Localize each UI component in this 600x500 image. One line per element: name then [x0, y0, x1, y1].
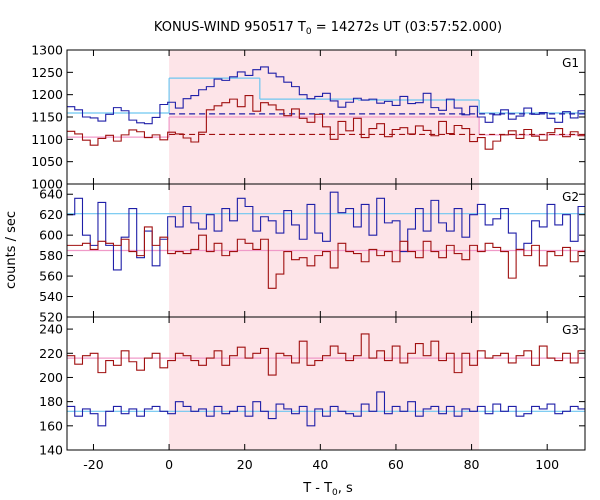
g2-y-tick-label: 620 — [39, 207, 63, 222]
g1-series-red — [67, 95, 585, 150]
g3-y-tick-label: 180 — [39, 394, 63, 409]
g2-y-tick-label: 580 — [39, 248, 63, 263]
g3-label: G3 — [562, 323, 579, 337]
g3-y-tick-label: 240 — [39, 322, 63, 337]
fit-lines-layer — [67, 77, 585, 412]
g1-y-tick-label: 1000 — [31, 177, 63, 192]
g1-y-tick-label: 1200 — [31, 87, 63, 102]
chart-title: KONUS-WIND 950517 T0 = 14272s UT (03:57:… — [154, 20, 502, 37]
x-tick-label: 40 — [312, 457, 328, 472]
g3-series-blue — [67, 391, 585, 427]
g3-series-red — [67, 333, 585, 376]
g2-series-red — [67, 226, 585, 289]
g3-panel-frame — [66, 316, 586, 451]
g1-series-blue — [67, 66, 585, 125]
g1-y-tick-label: 1250 — [31, 65, 63, 80]
x-tick-label: -20 — [83, 457, 103, 472]
x-axis-label: T - T0, s — [302, 481, 353, 498]
text-layer: 1000105011001150120012501300G15205405605… — [31, 43, 579, 473]
x-tick-label: 60 — [388, 457, 404, 472]
g1-y-tick-label: 1100 — [31, 132, 63, 147]
x-tick-label: 100 — [535, 457, 559, 472]
g2-y-tick-label: 600 — [39, 228, 63, 243]
g3-y-tick-label: 140 — [39, 443, 63, 458]
g2-label: G2 — [562, 190, 579, 204]
g3-y-tick-label: 220 — [39, 346, 63, 361]
g1-y-tick-label: 1300 — [31, 43, 63, 58]
g3-y-tick-label: 160 — [39, 418, 63, 433]
g1-y-tick-label: 1150 — [31, 110, 63, 125]
g2-y-tick-label: 640 — [39, 187, 63, 202]
x-tick-label: 80 — [464, 457, 480, 472]
series-layer — [67, 66, 585, 427]
g3-y-tick-label: 200 — [39, 370, 63, 385]
frame-layer — [66, 49, 586, 451]
g2-y-tick-label: 560 — [39, 269, 63, 284]
g2-y-tick-label: 540 — [39, 289, 63, 304]
g2-series-blue — [67, 191, 585, 271]
g2-y-tick-label: 520 — [39, 310, 63, 325]
x-tick-label: 0 — [165, 457, 173, 472]
y-axis-label: counts / sec — [4, 211, 19, 289]
g1-y-tick-label: 1050 — [31, 154, 63, 169]
g1-label: G1 — [562, 56, 579, 70]
x-tick-label: 20 — [237, 457, 253, 472]
